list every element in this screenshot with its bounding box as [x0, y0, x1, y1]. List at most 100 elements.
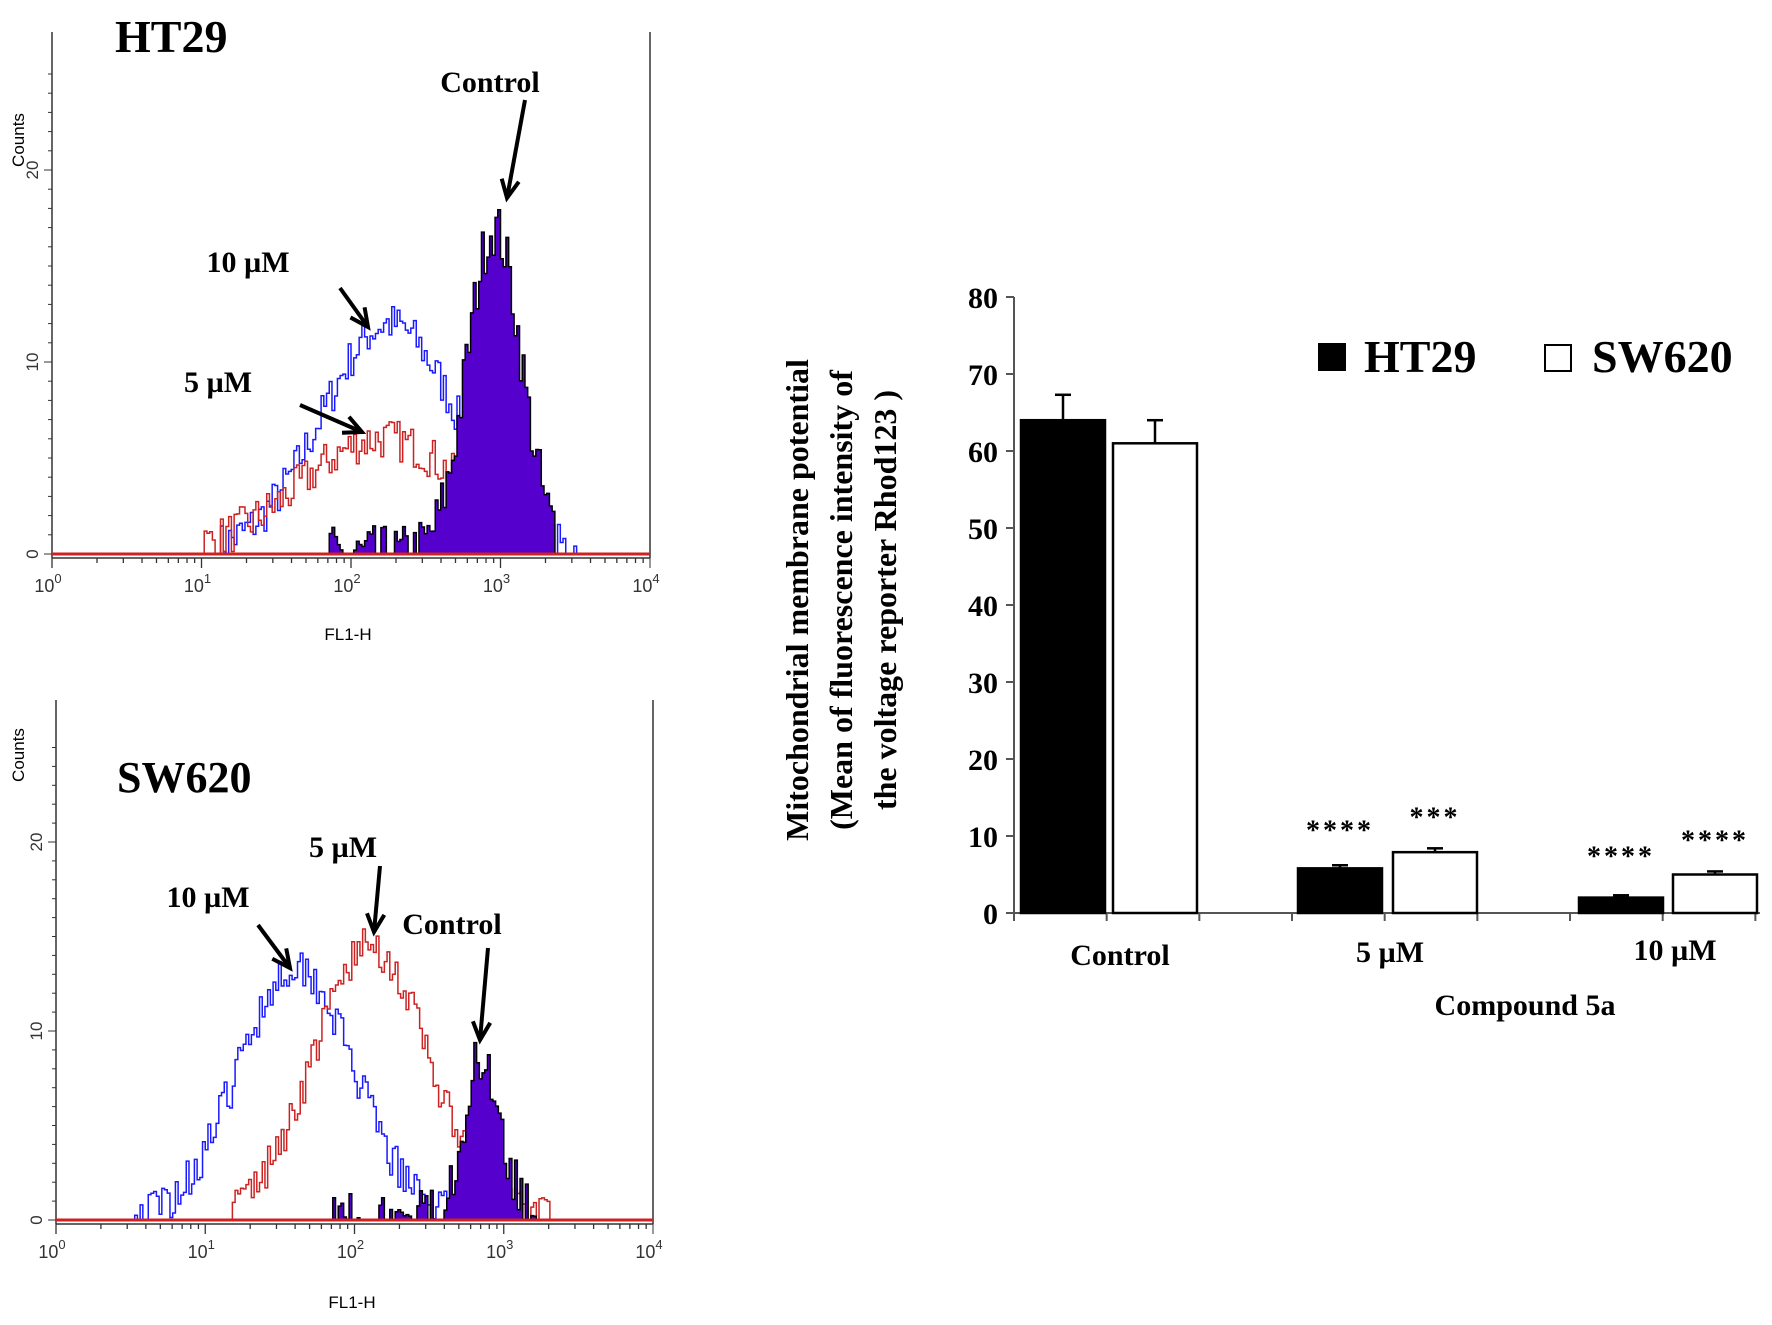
bar-sw620-1 [1391, 850, 1479, 915]
x-tick-exponent: 0 [58, 1237, 65, 1252]
bar-ht29-1 [1296, 867, 1384, 915]
x-tick-base: 10 [34, 576, 54, 596]
x-tick-base: 10 [38, 1242, 58, 1262]
y-tick-label: 0 [23, 549, 42, 558]
histogram-10m-line [52, 305, 650, 555]
bar-ht29-2 [1577, 896, 1665, 915]
bar-ht29-0 [1019, 418, 1107, 915]
annotation-arrow [256, 923, 292, 970]
bar-sw620-2 [1671, 873, 1759, 915]
annotation-arrow [505, 99, 527, 199]
x-tick-label-4: 104 [635, 1237, 662, 1262]
y-tick-label: 80 [968, 282, 998, 315]
annotation-2: 10 µM [166, 881, 249, 914]
significance-marker: **** [1306, 815, 1374, 846]
sw620-y-axis-label: Counts [9, 728, 28, 782]
y-tick-label: 20 [968, 744, 998, 777]
x-tick-base: 10 [632, 576, 652, 596]
arrowhead [471, 1020, 492, 1045]
arrowhead [341, 415, 367, 435]
ht29-panel-title: HT29 [115, 11, 227, 62]
x-tick-label-1: 101 [184, 571, 211, 596]
x-tick-label-4: 104 [632, 571, 659, 596]
x-tick-label-2: 102 [337, 1237, 364, 1262]
annotation-1: 10 µM [206, 246, 289, 279]
annotation-arrow [299, 403, 363, 434]
x-tick-base: 10 [483, 576, 503, 596]
legend: HT29 SW620 [1318, 331, 1733, 382]
y-tick-label: 0 [983, 898, 998, 931]
significance-marker: *** [1410, 802, 1461, 833]
x-tick-exponent: 0 [54, 571, 61, 586]
y-tick-label: 0 [27, 1215, 46, 1224]
y-tick-label: 10 [27, 1022, 46, 1041]
y-tick-label: 30 [968, 667, 998, 700]
y-tick-label: 60 [968, 436, 998, 469]
arrowhead [349, 306, 371, 331]
significance-marker: **** [1681, 825, 1749, 856]
bar-sw620-0 [1111, 442, 1199, 915]
x-tick-base: 10 [635, 1242, 655, 1262]
x-tick-exponent: 2 [353, 571, 360, 586]
x-tick-label-3: 103 [486, 1237, 513, 1262]
histogram-control-filled [52, 208, 650, 555]
annotation-arrow [478, 947, 490, 1041]
annotation-0: Control [402, 908, 501, 941]
ht29-histogram-panel: HT29 Counts FL1-H 100 101 102 103 10401020Co… [9, 11, 660, 644]
arrowhead [499, 178, 521, 203]
x-tick-label-2: 102 [333, 571, 360, 596]
x-tick-label-0: 100 [38, 1237, 65, 1262]
histogram-control-filled [56, 1041, 653, 1221]
category-label-1: 5 µM [1356, 936, 1424, 969]
y-tick-label: 10 [968, 821, 998, 854]
arrowhead [271, 947, 293, 972]
bar-chart: Mitochondrial membrane potential (Mean o… [779, 282, 1760, 1022]
y-title-line-3: the voltage reporter Rhod123 ) [867, 390, 903, 810]
arrowhead [365, 912, 387, 937]
x-tick-label-1: 101 [188, 1237, 215, 1262]
y-tick-label: 40 [968, 590, 998, 623]
x-tick-base: 10 [337, 1242, 357, 1262]
x-tick-base: 10 [486, 1242, 506, 1262]
x-tick-exponent: 4 [652, 571, 659, 586]
annotation-arrow [372, 865, 382, 933]
annotation-1: 5 µM [309, 831, 377, 864]
ht29-x-axis-label: FL1-H [324, 625, 371, 644]
sw620-histogram-panel: SW620 Counts FL1-H 100 101 102 103 10401020C… [9, 700, 663, 1312]
sw620-x-axis-label: FL1-H [328, 1293, 375, 1312]
sw620-panel-title: SW620 [117, 753, 251, 802]
x-tick-exponent: 3 [506, 1237, 513, 1252]
y-tick-label: 20 [27, 833, 46, 852]
y-tick-label: 20 [23, 161, 42, 180]
bar-x-axis-title: Compound 5a [1435, 989, 1616, 1022]
x-tick-exponent: 1 [208, 1237, 215, 1252]
y-title-line-2: (Mean of fluorescence intensity of [823, 370, 859, 830]
legend-label-ht29: HT29 [1364, 331, 1476, 382]
y-tick-label: 10 [23, 353, 42, 372]
y-title-line-1: Mitochondrial membrane potential [779, 359, 815, 841]
annotation-2: 5 µM [184, 366, 252, 399]
legend-swatch-sw620 [1544, 344, 1572, 372]
y-tick-label: 50 [968, 513, 998, 546]
histogram-10m-line [56, 952, 653, 1221]
annotation-arrow [338, 286, 370, 329]
ht29-y-axis-label: Counts [9, 113, 28, 167]
category-label-2: 10 µM [1633, 934, 1716, 967]
annotation-0: Control [440, 66, 539, 99]
bar-y-axis-title: Mitochondrial membrane potential (Mean o… [779, 359, 903, 841]
x-tick-label-0: 100 [34, 571, 61, 596]
x-tick-label-3: 103 [483, 571, 510, 596]
x-tick-exponent: 1 [204, 571, 211, 586]
legend-swatch-ht29 [1318, 343, 1346, 371]
x-tick-base: 10 [188, 1242, 208, 1262]
category-label-0: Control [1070, 939, 1169, 972]
legend-label-sw620: SW620 [1592, 331, 1733, 382]
x-tick-exponent: 4 [655, 1237, 662, 1252]
x-tick-base: 10 [333, 576, 353, 596]
x-tick-base: 10 [184, 576, 204, 596]
x-tick-exponent: 3 [503, 571, 510, 586]
significance-marker: **** [1587, 841, 1655, 872]
x-tick-exponent: 2 [357, 1237, 364, 1252]
y-tick-label: 70 [968, 359, 998, 392]
